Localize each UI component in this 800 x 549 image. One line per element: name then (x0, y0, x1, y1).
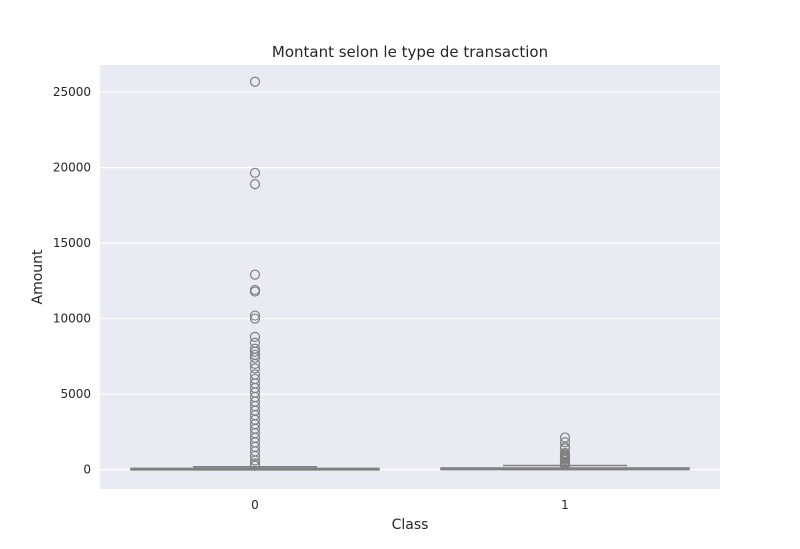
outlier-point (249, 450, 261, 462)
outlier-point (249, 310, 261, 321)
x-tick-label: 0 (251, 498, 259, 512)
outlier-point (249, 331, 261, 342)
outlier-point (249, 346, 261, 357)
outlier-point (249, 358, 261, 369)
outlier-point (249, 286, 261, 297)
box-series (130, 76, 690, 471)
outlier-point (249, 269, 261, 280)
plot-background (100, 65, 720, 489)
outlier-point (249, 460, 261, 471)
y-tick-label: 10000 (53, 312, 91, 326)
y-tick-label: 15000 (53, 236, 91, 250)
x-axis-label: Class (392, 517, 429, 533)
outlier-point (249, 76, 261, 87)
y-axis-label: Amount (30, 249, 46, 305)
y-tick-label: 20000 (53, 161, 91, 175)
y-tick-label: 5000 (60, 387, 91, 401)
outlier-point (249, 178, 261, 190)
y-tick-label: 0 (83, 463, 91, 477)
chart-title: Montant selon le type de transaction (272, 43, 548, 61)
y-tick-labels: 0 5000 10000 15000 20000 25000 (53, 85, 91, 476)
outlier-point (249, 352, 261, 363)
outlier-point (249, 455, 261, 466)
outlier-point (249, 363, 261, 374)
box-0 (130, 76, 380, 471)
x-tick-label: 1 (561, 498, 569, 512)
outlier-point (559, 460, 571, 471)
box-1 (440, 432, 690, 471)
outlier-point (249, 313, 261, 324)
y-tick-label: 25000 (53, 85, 91, 99)
outlier-point (249, 167, 261, 178)
outlier-point (559, 437, 571, 448)
